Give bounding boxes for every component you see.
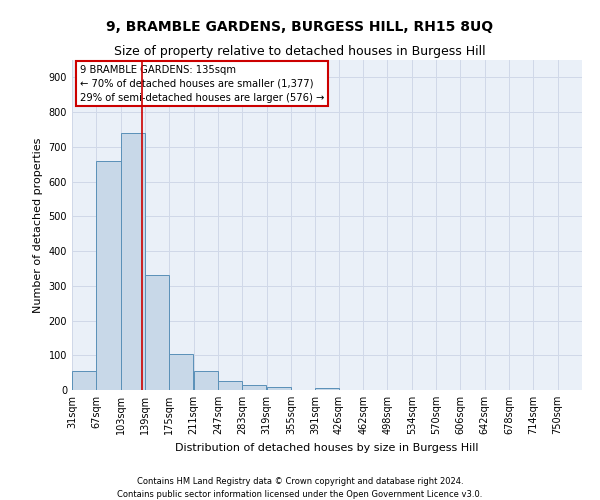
Text: 9, BRAMBLE GARDENS, BURGESS HILL, RH15 8UQ: 9, BRAMBLE GARDENS, BURGESS HILL, RH15 8… [106,20,494,34]
Bar [242,386,266,390]
Bar [72,371,96,390]
Text: Contains HM Land Registry data © Crown copyright and database right 2024.: Contains HM Land Registry data © Crown c… [137,478,463,486]
Bar [121,133,145,390]
Bar [218,382,242,390]
Text: Contains public sector information licensed under the Open Government Licence v3: Contains public sector information licen… [118,490,482,499]
Bar [266,387,291,390]
Bar [97,160,121,390]
Bar [169,354,193,390]
Text: Size of property relative to detached houses in Burgess Hill: Size of property relative to detached ho… [114,45,486,58]
Y-axis label: Number of detached properties: Number of detached properties [33,138,43,312]
X-axis label: Distribution of detached houses by size in Burgess Hill: Distribution of detached houses by size … [175,442,479,452]
Bar [145,276,169,390]
Text: 9 BRAMBLE GARDENS: 135sqm
← 70% of detached houses are smaller (1,377)
29% of se: 9 BRAMBLE GARDENS: 135sqm ← 70% of detac… [80,65,324,103]
Bar [194,371,218,390]
Bar [316,388,340,390]
